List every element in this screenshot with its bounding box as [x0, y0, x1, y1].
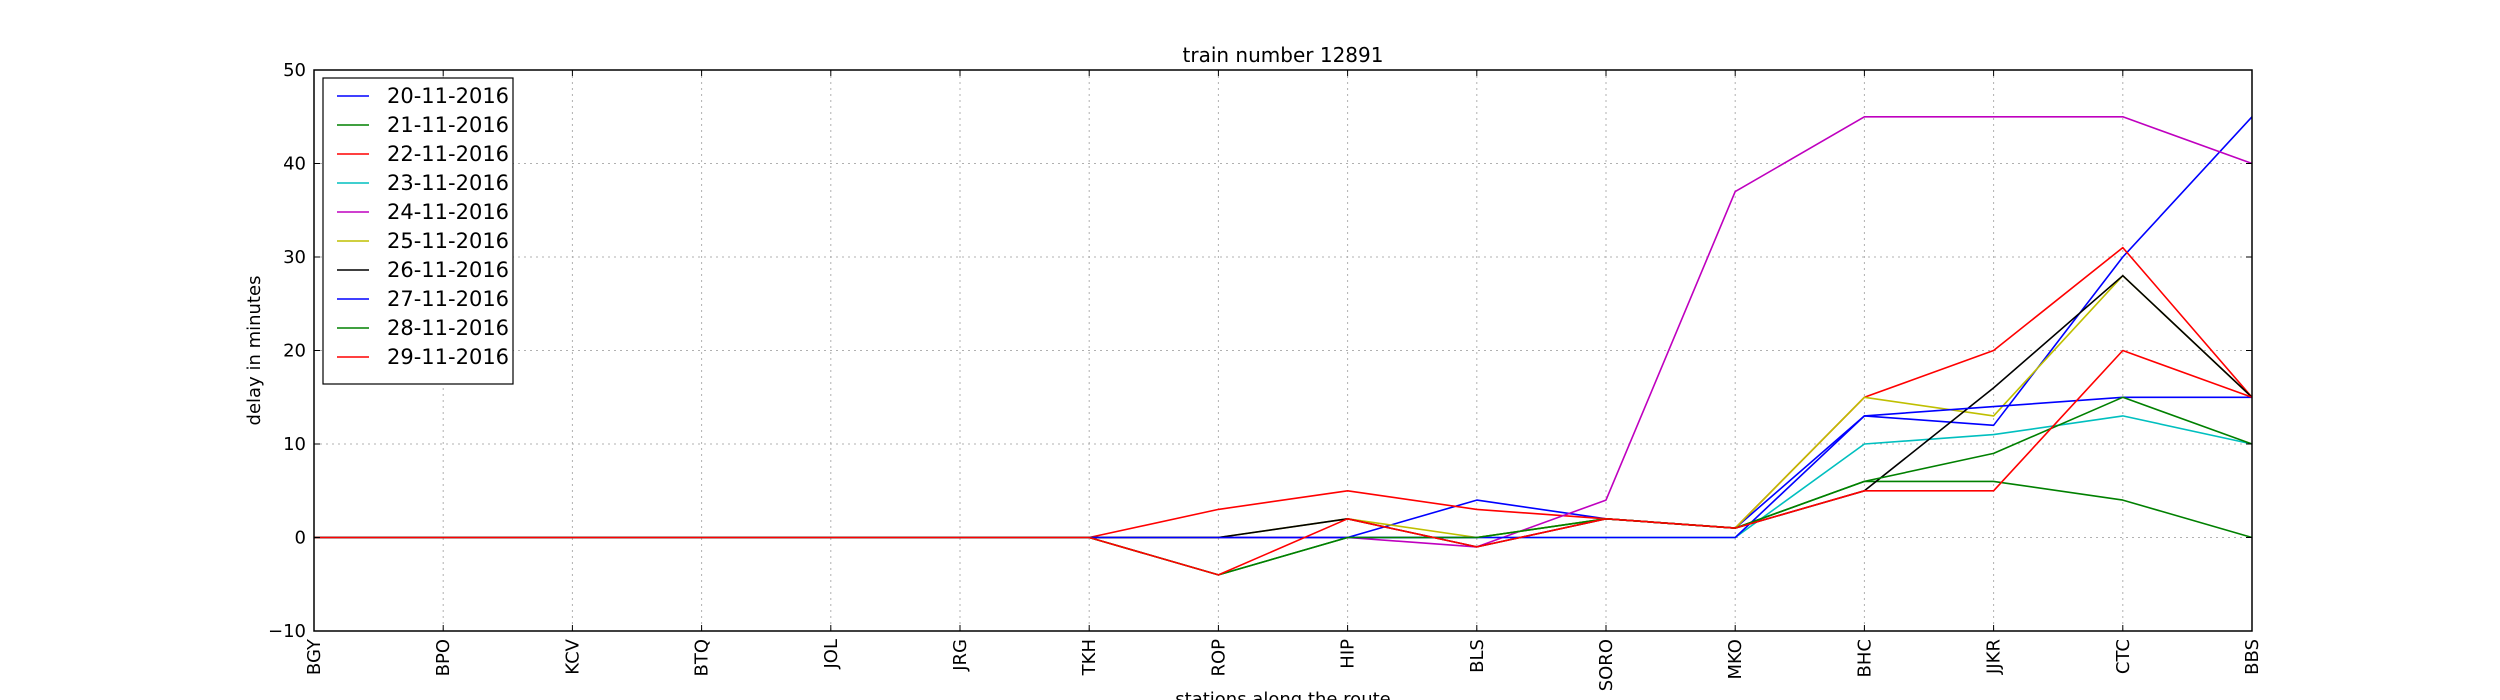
x-tick-label: SORO	[1596, 639, 1617, 691]
y-tick-labels: −10 0 10 20 30 40 50	[268, 60, 306, 642]
x-tick-label: MKO	[1725, 639, 1746, 680]
legend-entry: 28-11-2016	[387, 316, 509, 340]
x-tick-label: BPO	[433, 639, 454, 676]
y-tick-label: 40	[283, 154, 306, 175]
axis-ticks	[313, 69, 2253, 632]
legend-box	[322, 77, 514, 385]
x-tick-label: ROP	[1208, 639, 1229, 677]
x-tick-label: JRG	[950, 639, 971, 672]
legend-entry: 21-11-2016	[387, 113, 509, 137]
x-tick-label: BBS	[2242, 639, 2263, 675]
y-tick-label: 10	[283, 434, 306, 455]
x-tick-label: BGY	[304, 638, 325, 675]
legend-entry: 29-11-2016	[387, 345, 509, 369]
y-tick-label: −10	[268, 621, 306, 642]
series-line	[314, 349, 2253, 576]
y-tick-label: 0	[295, 528, 306, 549]
x-tick-label: TKH	[1079, 639, 1100, 676]
y-axis-label: delay in minutes	[244, 276, 265, 426]
legend-entry: 20-11-2016	[387, 84, 509, 108]
series-layer	[314, 116, 2253, 576]
x-tick-label: KCV	[562, 638, 583, 674]
y-tick-label: 50	[283, 60, 306, 81]
x-tick-label: JJKR	[1984, 639, 2005, 675]
x-tick-labels: BGY BPO KCV BTQ JOL JRG TKH ROP HIP BLS SORO MKO BHC…	[304, 638, 2263, 691]
legend-entry: 23-11-2016	[387, 171, 509, 195]
legend-entry: 26-11-2016	[387, 258, 509, 282]
x-tick-label: JOL	[821, 639, 842, 670]
legend-entry: 24-11-2016	[387, 200, 509, 224]
x-tick-label: BTQ	[692, 639, 713, 677]
x-tick-label: BHC	[1854, 639, 1875, 677]
chart-title: train number 12891	[1183, 43, 1384, 67]
legend-entry: 25-11-2016	[387, 229, 509, 253]
y-tick-label: 20	[283, 341, 306, 362]
x-tick-label: HIP	[1338, 639, 1359, 669]
x-tick-label: BLS	[1467, 639, 1488, 673]
legend: 20-11-2016 21-11-2016 22-11-2016 23-11-2016…	[322, 77, 514, 385]
legend-entry: 22-11-2016	[387, 142, 509, 166]
legend-entry: 27-11-2016	[387, 287, 509, 311]
x-axis-label: stations along the route	[1175, 689, 1390, 700]
x-tick-label: CTC	[2113, 639, 2134, 674]
y-tick-label: 30	[283, 247, 306, 268]
